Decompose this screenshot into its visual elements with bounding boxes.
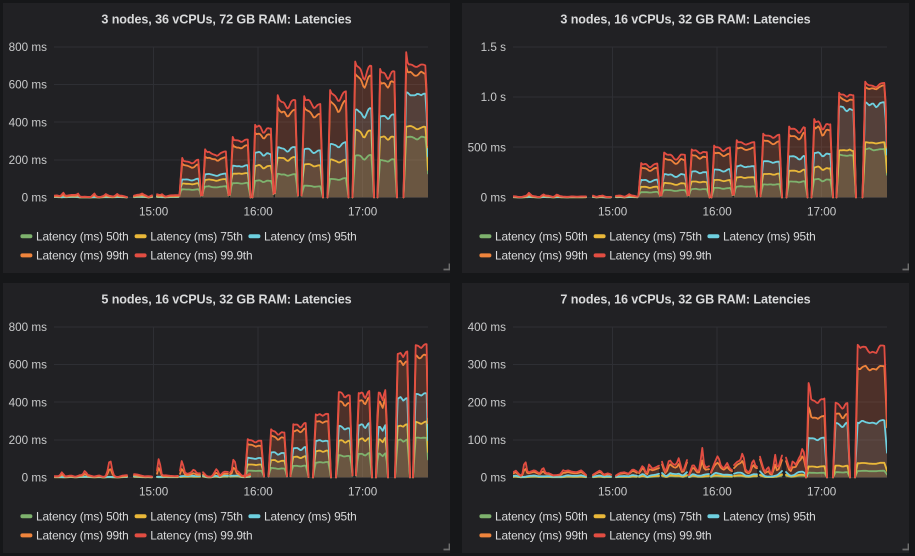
- svg-text:16:00: 16:00: [243, 486, 273, 499]
- svg-text:17:00: 17:00: [348, 486, 378, 499]
- svg-text:300 ms: 300 ms: [468, 359, 506, 372]
- svg-text:200 ms: 200 ms: [9, 434, 47, 447]
- svg-text:17:00: 17:00: [807, 486, 837, 499]
- svg-text:400 ms: 400 ms: [9, 116, 47, 129]
- svg-text:17:00: 17:00: [807, 206, 837, 219]
- svg-text:800 ms: 800 ms: [9, 41, 47, 54]
- svg-text:1.5 s: 1.5 s: [481, 41, 506, 54]
- svg-text:Latency (ms) 99th: Latency (ms) 99th: [495, 249, 588, 263]
- svg-text:3 nodes, 36 vCPUs, 72 GB RAM:: 3 nodes, 36 vCPUs, 72 GB RAM: Latencies: [101, 13, 351, 27]
- svg-text:400 ms: 400 ms: [9, 396, 47, 409]
- svg-text:Latency (ms) 99th: Latency (ms) 99th: [36, 529, 129, 543]
- svg-text:0 ms: 0 ms: [22, 472, 47, 485]
- svg-text:Latency (ms) 75th: Latency (ms) 75th: [609, 510, 702, 524]
- svg-text:15:00: 15:00: [139, 206, 169, 219]
- svg-text:Latency (ms) 95th: Latency (ms) 95th: [723, 510, 816, 524]
- svg-text:200 ms: 200 ms: [9, 154, 47, 167]
- svg-text:100 ms: 100 ms: [468, 434, 506, 447]
- svg-text:Latency (ms) 99.9th: Latency (ms) 99.9th: [150, 249, 252, 263]
- svg-text:16:00: 16:00: [702, 486, 732, 499]
- svg-text:Latency (ms) 75th: Latency (ms) 75th: [150, 510, 243, 524]
- svg-text:Latency (ms) 95th: Latency (ms) 95th: [264, 230, 357, 244]
- svg-text:Latency (ms) 95th: Latency (ms) 95th: [723, 230, 816, 244]
- svg-text:15:00: 15:00: [598, 206, 628, 219]
- svg-text:1.0 s: 1.0 s: [481, 91, 506, 104]
- svg-text:Latency (ms) 75th: Latency (ms) 75th: [609, 230, 702, 244]
- svg-text:7 nodes, 16 vCPUs, 32 GB RAM:: 7 nodes, 16 vCPUs, 32 GB RAM: Latencies: [560, 293, 810, 307]
- svg-text:800 ms: 800 ms: [9, 321, 47, 334]
- svg-text:500 ms: 500 ms: [468, 141, 506, 154]
- svg-text:600 ms: 600 ms: [9, 79, 47, 92]
- svg-text:0 ms: 0 ms: [481, 192, 506, 205]
- svg-text:Latency (ms) 50th: Latency (ms) 50th: [495, 510, 588, 524]
- svg-text:Latency (ms) 99th: Latency (ms) 99th: [36, 249, 129, 263]
- svg-text:16:00: 16:00: [702, 206, 732, 219]
- svg-text:16:00: 16:00: [243, 206, 273, 219]
- svg-text:Latency (ms) 50th: Latency (ms) 50th: [36, 230, 129, 244]
- svg-text:15:00: 15:00: [139, 486, 169, 499]
- svg-text:200 ms: 200 ms: [468, 396, 506, 409]
- svg-text:0 ms: 0 ms: [481, 472, 506, 485]
- svg-text:Latency (ms) 95th: Latency (ms) 95th: [264, 510, 357, 524]
- svg-text:Latency (ms) 99.9th: Latency (ms) 99.9th: [150, 529, 252, 543]
- svg-text:Latency (ms) 99.9th: Latency (ms) 99.9th: [609, 249, 711, 263]
- svg-text:Latency (ms) 50th: Latency (ms) 50th: [495, 230, 588, 244]
- svg-text:400 ms: 400 ms: [468, 321, 506, 334]
- svg-text:600 ms: 600 ms: [9, 359, 47, 372]
- svg-text:Latency (ms) 50th: Latency (ms) 50th: [36, 510, 129, 524]
- svg-text:Latency (ms) 99th: Latency (ms) 99th: [495, 529, 588, 543]
- svg-text:3 nodes, 16 vCPUs, 32 GB RAM:: 3 nodes, 16 vCPUs, 32 GB RAM: Latencies: [560, 13, 810, 27]
- svg-text:0 ms: 0 ms: [22, 192, 47, 205]
- svg-text:Latency (ms) 75th: Latency (ms) 75th: [150, 230, 243, 244]
- svg-text:17:00: 17:00: [348, 206, 378, 219]
- svg-text:Latency (ms) 99.9th: Latency (ms) 99.9th: [609, 529, 711, 543]
- svg-text:15:00: 15:00: [598, 486, 628, 499]
- svg-text:5 nodes, 16 vCPUs, 32 GB RAM:: 5 nodes, 16 vCPUs, 32 GB RAM: Latencies: [101, 293, 351, 307]
